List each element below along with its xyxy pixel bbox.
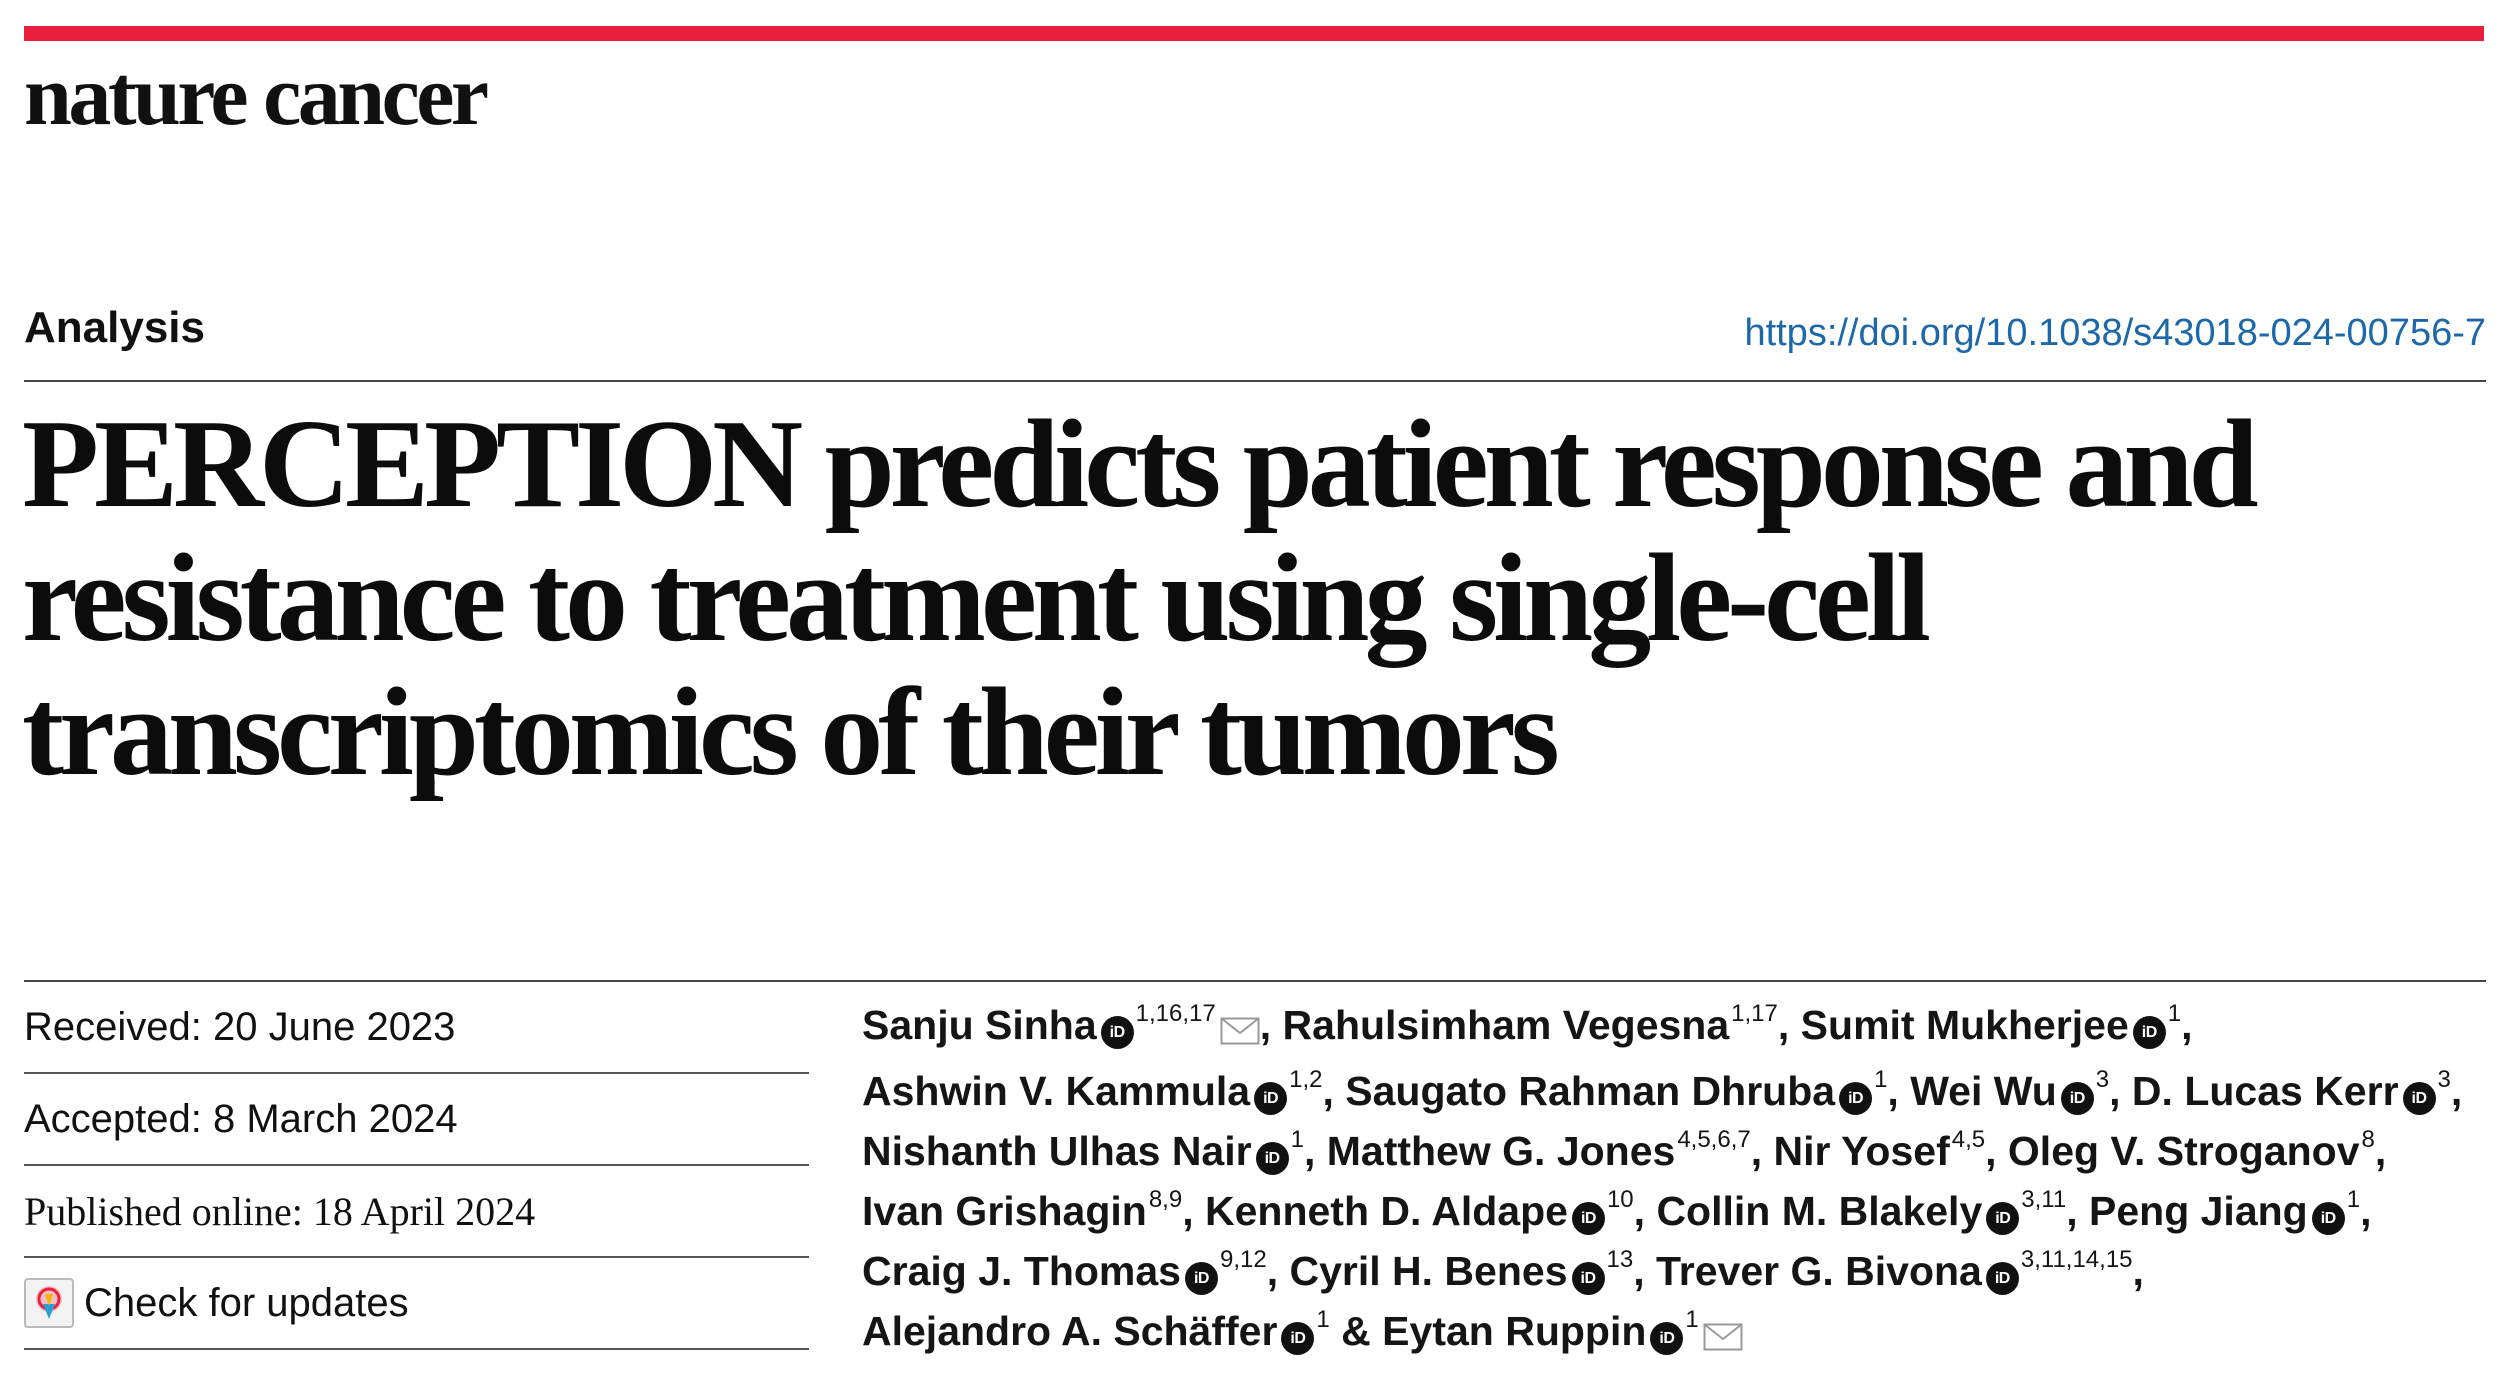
orcid-icon[interactable]: iD — [1100, 1016, 1134, 1049]
affiliation-superscript[interactable]: 1,2 — [1289, 1066, 1323, 1093]
affiliation-superscript[interactable]: 1,16,17 — [1135, 1000, 1216, 1027]
affiliation-superscript[interactable]: 3 — [2437, 1066, 2451, 1093]
article-type: Analysis — [24, 303, 205, 352]
journal-brand-bar — [24, 26, 2484, 41]
author[interactable]: Matthew G. Jones4,5,6,7 — [1326, 1126, 1751, 1175]
affiliation-superscript[interactable]: 1,17 — [1731, 1000, 1778, 1027]
crossmark-icon — [24, 1278, 74, 1328]
author[interactable]: Cyril H. Benes iD13 — [1289, 1246, 1634, 1295]
author[interactable]: Collin M. Blakely iD3,11 — [1656, 1186, 2067, 1235]
author[interactable]: Nir Yosef4,5 — [1773, 1126, 1986, 1175]
affiliation-superscript[interactable]: 1 — [1685, 1306, 1699, 1333]
author-name[interactable]: Nir Yosef — [1773, 1128, 1950, 1174]
author-name[interactable]: Sumit Mukherjee — [1800, 1002, 2129, 1048]
orcid-icon[interactable]: iD — [1650, 1322, 1684, 1355]
author[interactable]: Ashwin V. Kammula iD1,2 — [862, 1066, 1323, 1115]
journal-name[interactable]: nature cancer — [24, 47, 489, 143]
orcid-icon[interactable]: iD — [2060, 1082, 2094, 1115]
affiliation-superscript[interactable]: 1 — [2167, 1000, 2182, 1027]
author-name[interactable]: Ivan Grishagin — [862, 1188, 1147, 1234]
author[interactable]: Kenneth D. Aldape iD10 — [1204, 1186, 1634, 1235]
orcid-icon[interactable]: iD — [1839, 1082, 1873, 1115]
affiliation-superscript[interactable]: 8,9 — [1148, 1186, 1183, 1213]
affiliation-superscript[interactable]: 3,11 — [2021, 1186, 2067, 1213]
affiliation-superscript[interactable]: 8 — [2361, 1126, 2375, 1153]
author-name[interactable]: Eytan Ruppin — [1382, 1308, 1647, 1354]
email-icon[interactable] — [1703, 1307, 1743, 1367]
author[interactable]: Saugato Rahman Dhruba iD1 — [1345, 1066, 1888, 1115]
author-name[interactable]: Saugato Rahman Dhruba — [1345, 1068, 1836, 1114]
author-name[interactable]: Craig J. Thomas — [862, 1248, 1181, 1294]
doi-link[interactable]: https://doi.org/10.1038/s43018-024-00756… — [1744, 312, 2486, 354]
affiliation-superscript[interactable]: 9,12 — [1219, 1246, 1267, 1273]
orcid-icon[interactable]: iD — [1255, 1142, 1289, 1175]
author[interactable]: Wei Wu iD3 — [1910, 1066, 2110, 1115]
author[interactable]: Oleg V. Stroganov8 — [2007, 1126, 2375, 1175]
author-name[interactable]: Alejandro A. Schäffer — [862, 1308, 1278, 1354]
author[interactable]: Sanju Sinha iD1,16,17 — [862, 1000, 1260, 1049]
author-name[interactable]: Collin M. Blakely — [1656, 1188, 1983, 1234]
check-for-updates-label: Check for updates — [84, 1280, 409, 1325]
affiliation-superscript[interactable]: 3,11,14,15 — [2020, 1246, 2133, 1273]
author-name[interactable]: Cyril H. Benes — [1289, 1248, 1568, 1294]
received-date: Received: 20 June 2023 — [24, 982, 809, 1074]
check-for-updates-button[interactable]: Check for updates — [24, 1258, 809, 1350]
affiliation-superscript[interactable]: 10 — [1606, 1186, 1634, 1213]
author-name[interactable]: Kenneth D. Aldape — [1204, 1188, 1568, 1234]
orcid-icon[interactable]: iD — [2402, 1082, 2436, 1115]
author[interactable]: Peng Jiang iD1 — [2089, 1186, 2361, 1235]
author-name[interactable]: Nishanth Ulhas Nair — [862, 1128, 1252, 1174]
affiliation-superscript[interactable]: 1 — [2346, 1186, 2361, 1213]
orcid-icon[interactable]: iD — [1571, 1202, 1605, 1235]
author-name[interactable]: Sanju Sinha — [862, 1002, 1097, 1048]
author[interactable]: Nishanth Ulhas Nair iD1 — [862, 1126, 1304, 1175]
orcid-icon[interactable]: iD — [1986, 1202, 2020, 1235]
orcid-icon[interactable]: iD — [1281, 1322, 1315, 1355]
affiliation-superscript[interactable]: 1 — [1316, 1306, 1330, 1333]
author-name[interactable]: Trever G. Bivona — [1656, 1248, 1982, 1294]
header-divider — [24, 380, 2486, 382]
affiliation-superscript[interactable]: 4,5,6,7 — [1677, 1126, 1751, 1153]
author[interactable]: Eytan Ruppin iD1 — [1382, 1306, 1743, 1355]
author[interactable]: Trever G. Bivona iD3,11,14,15 — [1656, 1246, 2133, 1295]
author[interactable]: Alejandro A. Schäffer iD1 — [862, 1306, 1330, 1355]
author-name[interactable]: D. Lucas Kerr — [2131, 1068, 2399, 1114]
author-name[interactable]: Rahulsimham Vegesna — [1282, 1002, 1730, 1048]
affiliation-superscript[interactable]: 1 — [1874, 1066, 1888, 1093]
metadata-divider — [24, 980, 2486, 982]
affiliation-superscript[interactable]: 4,5 — [1951, 1126, 1986, 1153]
email-icon[interactable] — [1220, 1001, 1260, 1061]
accepted-date: Accepted: 8 March 2024 — [24, 1074, 809, 1166]
affiliation-superscript[interactable]: 3 — [2095, 1066, 2110, 1093]
author-name[interactable]: Ashwin V. Kammula — [862, 1068, 1251, 1114]
article-title: PERCEPTION predicts patient response and… — [22, 395, 2259, 802]
author[interactable]: Rahulsimham Vegesna1,17 — [1282, 1000, 1778, 1049]
author-name[interactable]: Wei Wu — [1910, 1068, 2057, 1114]
author-name[interactable]: Peng Jiang — [2089, 1188, 2308, 1234]
author-name[interactable]: Matthew G. Jones — [1326, 1128, 1676, 1174]
affiliation-superscript[interactable]: 13 — [1606, 1246, 1634, 1273]
author[interactable]: Ivan Grishagin8,9 — [862, 1186, 1183, 1235]
orcid-icon[interactable]: iD — [2132, 1016, 2166, 1049]
orcid-icon[interactable]: iD — [1985, 1262, 2019, 1295]
author-list: Sanju Sinha iD1,16,17, Rahulsimham Vegesn… — [862, 995, 2492, 1367]
affiliation-superscript[interactable]: 1 — [1290, 1126, 1304, 1153]
author[interactable]: D. Lucas Kerr iD3 — [2131, 1066, 2451, 1115]
author[interactable]: Craig J. Thomas iD9,12 — [862, 1246, 1267, 1295]
publication-dates: Received: 20 June 2023 Accepted: 8 March… — [24, 982, 809, 1350]
author[interactable]: Sumit Mukherjee iD1 — [1800, 1000, 2182, 1049]
orcid-icon[interactable]: iD — [1254, 1082, 1288, 1115]
orcid-icon[interactable]: iD — [2311, 1202, 2345, 1235]
orcid-icon[interactable]: iD — [1571, 1262, 1605, 1295]
orcid-icon[interactable]: iD — [1184, 1262, 1218, 1295]
published-date: Published online: 18 April 2024 — [24, 1166, 809, 1258]
author-name[interactable]: Oleg V. Stroganov — [2007, 1128, 2360, 1174]
